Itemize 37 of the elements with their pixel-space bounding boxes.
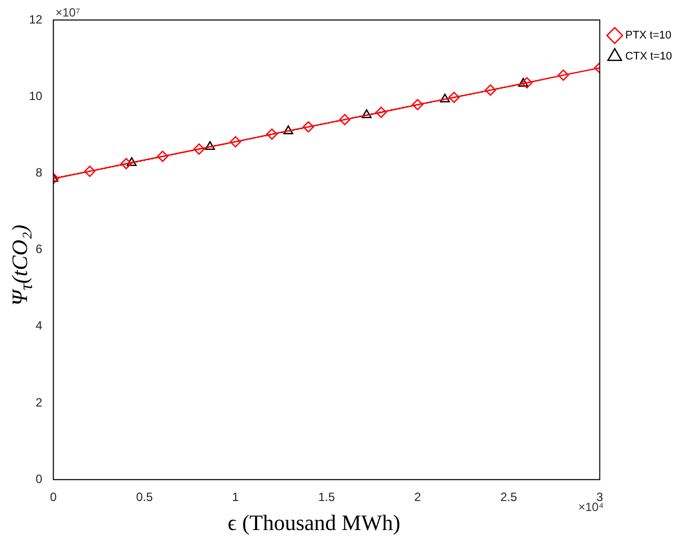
- x-tick-label: 0.5: [136, 490, 154, 504]
- point: [193, 143, 205, 155]
- point: [230, 136, 242, 148]
- point: [412, 98, 424, 110]
- y-tick-label: 4: [36, 318, 43, 333]
- point: [484, 84, 496, 96]
- y-tick-label: 6: [36, 242, 43, 256]
- point: [518, 78, 528, 87]
- x-tick-label: 1.5: [318, 490, 336, 504]
- point: [156, 150, 168, 162]
- legend-label: CTX t=10: [625, 50, 672, 63]
- x-tick-label: 1: [232, 490, 240, 504]
- point: [126, 157, 137, 166]
- point: [448, 92, 460, 104]
- y-tick-label: 10: [28, 88, 43, 103]
- y-tick-label: 8: [36, 166, 43, 180]
- x-tick-label: 2.5: [500, 490, 518, 504]
- point: [376, 106, 387, 118]
- point: [120, 158, 132, 170]
- y-tick-label: 2: [36, 395, 43, 410]
- y-tick-label: 0: [36, 472, 43, 486]
- point: [440, 94, 450, 102]
- point: [204, 141, 215, 150]
- point: [266, 128, 278, 140]
- legend-label: PTX t=10: [625, 30, 672, 42]
- y-tick-label: 12: [28, 12, 43, 26]
- point: [302, 121, 314, 133]
- point: [521, 77, 533, 88]
- point: [362, 109, 372, 118]
- point: [558, 70, 569, 81]
- x-tick-label: 0: [50, 490, 58, 504]
- x-axis-title: ϵ (Thousand MWh): [226, 510, 402, 536]
- x-tick-label: 2: [414, 490, 422, 504]
- point: [339, 114, 350, 126]
- text: ×10⁷: [55, 5, 80, 20]
- point: [283, 125, 294, 134]
- point: [84, 166, 96, 177]
